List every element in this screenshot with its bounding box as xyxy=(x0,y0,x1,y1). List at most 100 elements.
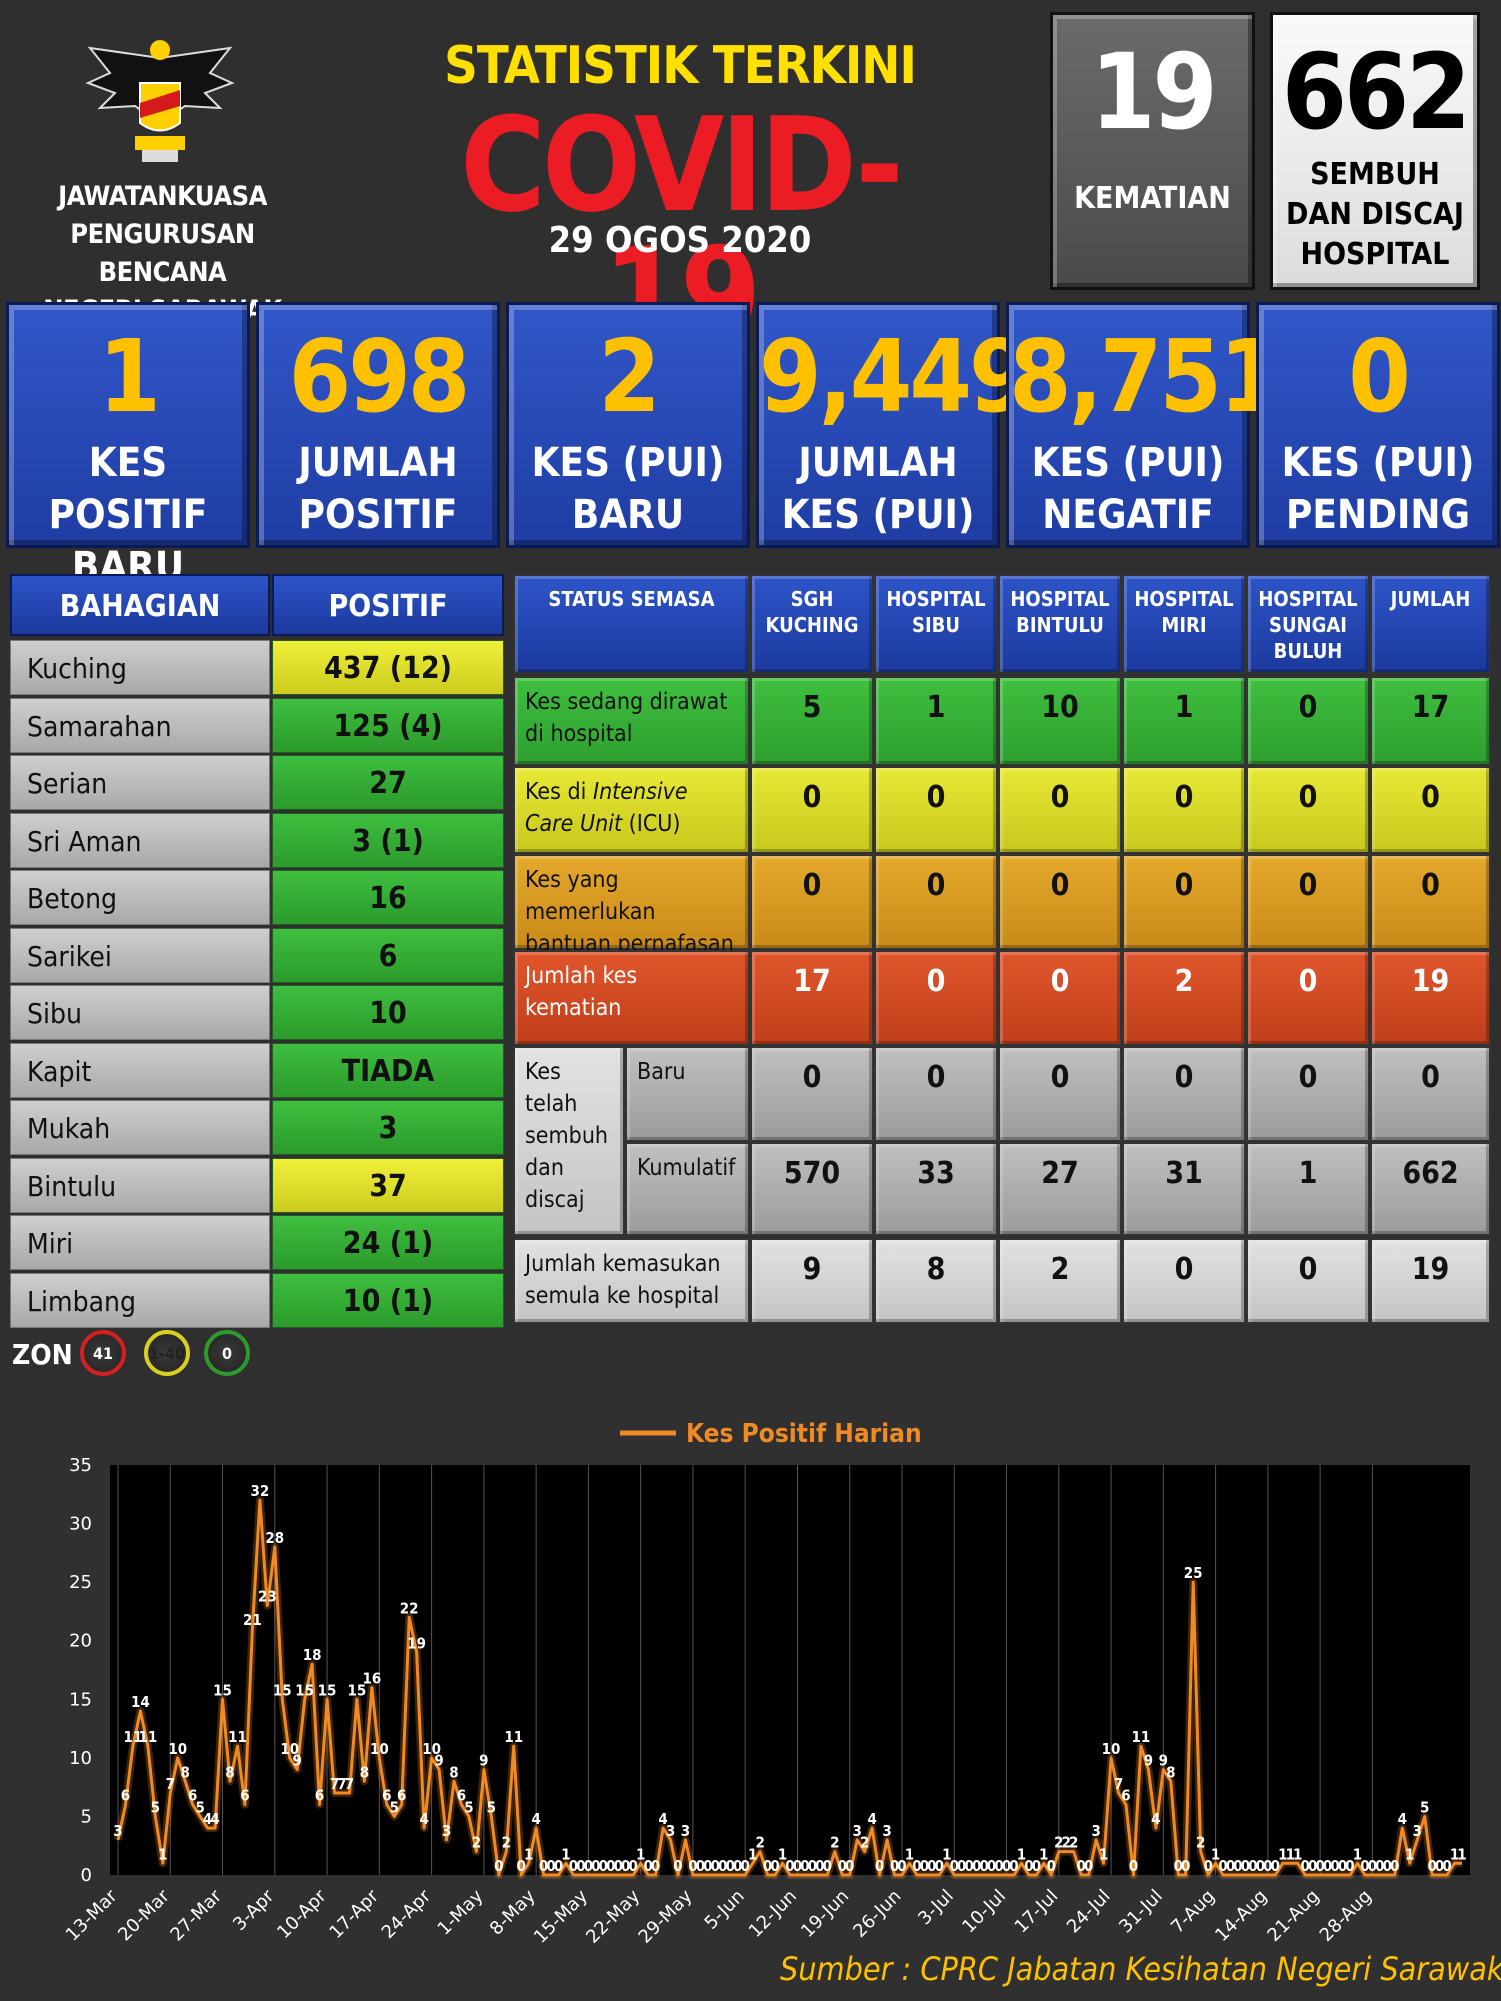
data-label: 0 xyxy=(673,1857,682,1875)
x-tick-label: 26-Jun xyxy=(849,1886,905,1942)
status-value: 0 xyxy=(1122,854,1246,950)
status-header: STATUS SEMASA xyxy=(513,574,750,674)
data-label: 0 xyxy=(696,1857,705,1875)
data-label: 1 xyxy=(1293,1845,1302,1863)
summary-label: KES (PUI) xyxy=(1281,440,1475,486)
data-label: 8 xyxy=(225,1763,234,1781)
status-row-label: Kes sedang dirawat di hospital xyxy=(513,676,750,766)
division-name: Limbang xyxy=(10,1272,270,1328)
recovered-value: 0 xyxy=(1246,1046,1370,1142)
data-label: 15 xyxy=(213,1681,232,1699)
data-label: 0 xyxy=(927,1857,936,1875)
division-positive-value: 24 (1) xyxy=(272,1215,504,1270)
data-label: 1 xyxy=(1099,1845,1108,1863)
recovered-value: 27 xyxy=(998,1142,1122,1236)
data-label: 0 xyxy=(1024,1857,1033,1875)
summary-label: BARU xyxy=(571,492,685,538)
data-label: 0 xyxy=(591,1857,600,1875)
division-name: Betong xyxy=(10,870,270,925)
hospital-header: HOSPITAL SUNGAI BULUH xyxy=(1246,574,1370,674)
x-tick-label: 24-Jul xyxy=(1063,1886,1115,1938)
data-label: 0 xyxy=(793,1857,802,1875)
data-label: 0 xyxy=(1390,1857,1399,1875)
data-label: 9 xyxy=(479,1752,488,1770)
recovered-label-1: SEMBUH xyxy=(1310,157,1440,192)
division-positive-value: 10 xyxy=(272,985,504,1040)
status-row-label: Jumlah kes kematian xyxy=(513,950,750,1046)
division-positive-value: 3 xyxy=(272,1100,504,1155)
summary-label: PENDING xyxy=(1286,492,1470,538)
division-positive-value: 6 xyxy=(272,927,504,983)
recovered-value: 0 xyxy=(750,1046,874,1142)
data-label: 0 xyxy=(1084,1857,1093,1875)
data-label: 2 xyxy=(1069,1834,1078,1852)
data-label: 0 xyxy=(890,1857,899,1875)
recovered-row-label: Kes telah sembuh dan discaj xyxy=(513,1046,625,1236)
summary-label: JUMLAH xyxy=(298,440,458,486)
data-label: 6 xyxy=(1121,1787,1130,1805)
data-label: 25 xyxy=(1184,1564,1203,1582)
data-label: 10 xyxy=(370,1740,389,1758)
y-tick-label: 20 xyxy=(69,1631,92,1652)
data-label: 0 xyxy=(979,1857,988,1875)
division-positive-value: 37 xyxy=(272,1157,504,1213)
status-value: 0 xyxy=(1370,854,1491,950)
division-positive-value: 3 (1) xyxy=(272,812,504,868)
data-label: 9 xyxy=(1144,1752,1153,1770)
division-name: Serian xyxy=(10,755,270,810)
status-value: 0 xyxy=(1122,766,1246,854)
readmitted-value: 8 xyxy=(874,1238,998,1324)
data-label: 0 xyxy=(1338,1857,1347,1875)
plot-area xyxy=(110,1465,1470,1875)
status-value: 5 xyxy=(750,676,874,766)
data-label: 1 xyxy=(1286,1845,1295,1863)
deaths-box: 19 KEMATIAN xyxy=(1050,12,1255,290)
recovered-value: 0 xyxy=(874,1046,998,1142)
status-value: 0 xyxy=(874,766,998,854)
data-label: 6 xyxy=(457,1787,466,1805)
data-label: 6 xyxy=(188,1787,197,1805)
data-label: 0 xyxy=(733,1857,742,1875)
data-label: 2 xyxy=(472,1834,481,1852)
division-header: BAHAGIAN xyxy=(10,574,270,636)
sarawak-state-crest-icon xyxy=(85,40,235,162)
data-label: 0 xyxy=(576,1857,585,1875)
readmitted-label: Jumlah kemasukan semula ke hospital xyxy=(513,1238,750,1324)
data-label: 11 xyxy=(138,1728,157,1746)
report-date: 29 OGOS 2020 xyxy=(548,220,812,261)
data-label: 0 xyxy=(1233,1857,1242,1875)
summary-new-pui: 2 KES (PUI) BARU xyxy=(506,302,750,548)
org-line-2: PENGURUSAN BENCANA xyxy=(70,219,255,288)
data-label: 0 xyxy=(1226,1857,1235,1875)
division-name: Kapit xyxy=(10,1042,270,1098)
data-label: 0 xyxy=(584,1857,593,1875)
division-name: Bintulu xyxy=(10,1157,270,1213)
x-tick-label: 3-Jul xyxy=(914,1886,958,1930)
data-label: 0 xyxy=(808,1857,817,1875)
data-label: 6 xyxy=(240,1787,249,1805)
data-label: 0 xyxy=(629,1857,638,1875)
data-label: 10 xyxy=(168,1740,187,1758)
data-label: 1 xyxy=(778,1845,787,1863)
data-label: 1 xyxy=(636,1845,645,1863)
data-label: 9 xyxy=(293,1752,302,1770)
data-label: 0 xyxy=(614,1857,623,1875)
recovered-value: 570 xyxy=(750,1142,874,1236)
x-tick-label: 5-Jun xyxy=(701,1886,749,1934)
data-label: 0 xyxy=(569,1857,578,1875)
y-tick-label: 5 xyxy=(81,1806,92,1827)
data-label: 0 xyxy=(1345,1857,1354,1875)
data-label: 1 xyxy=(1278,1845,1287,1863)
x-tick-label: 17-Apr xyxy=(325,1885,383,1943)
data-label: 16 xyxy=(362,1670,381,1688)
data-label: 9 xyxy=(434,1752,443,1770)
data-label: 0 xyxy=(912,1857,921,1875)
division-positive-value: TIADA xyxy=(272,1042,504,1098)
data-label: 0 xyxy=(1129,1857,1138,1875)
data-label: 0 xyxy=(838,1857,847,1875)
data-label: 4 xyxy=(531,1810,540,1828)
division-name: Kuching xyxy=(10,640,270,695)
data-label: 5 xyxy=(151,1798,160,1816)
data-label: 0 xyxy=(1047,1857,1056,1875)
